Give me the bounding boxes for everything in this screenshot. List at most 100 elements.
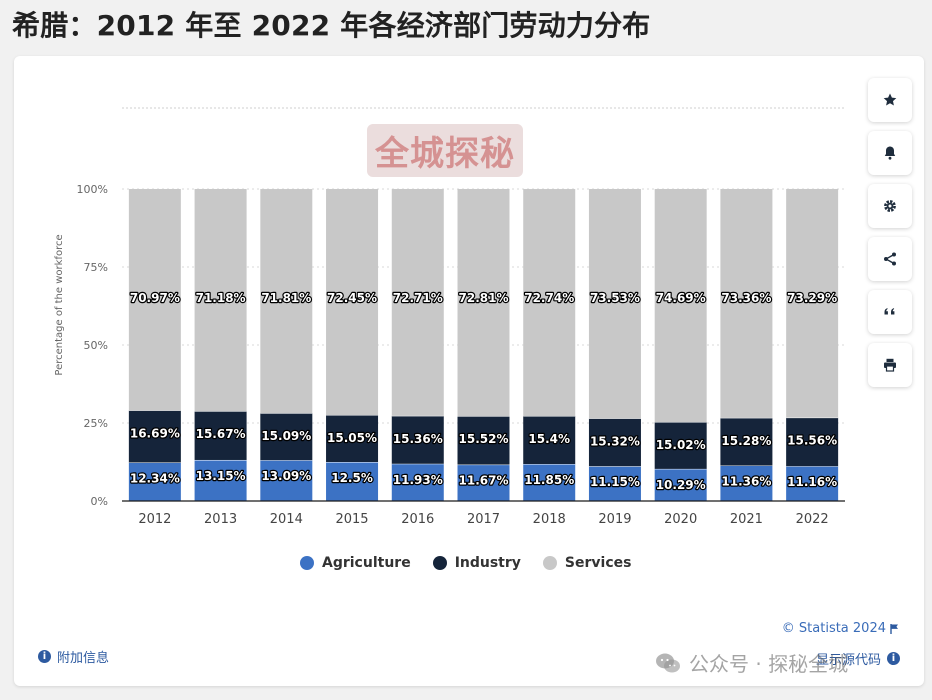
share-icon <box>884 252 896 266</box>
y-tick-label: 75% <box>84 261 108 274</box>
credit-text: © Statista 2024 <box>781 621 886 636</box>
data-label-services: 72.74% <box>524 291 574 305</box>
data-label-services: 72.71% <box>393 291 443 305</box>
watermark: 全城探秘 <box>367 124 523 177</box>
bell-icon <box>884 146 896 160</box>
bar-services <box>391 189 444 416</box>
data-label-agriculture: 12.5% <box>331 471 373 485</box>
cite-button[interactable] <box>868 290 912 334</box>
bar-services <box>720 189 773 418</box>
bar-agriculture <box>260 460 313 501</box>
data-label-industry: 15.02% <box>656 438 706 452</box>
y-tick-label: 100% <box>77 183 108 196</box>
quote-icon <box>884 308 895 315</box>
bar-services <box>326 189 379 416</box>
legend-item-industry[interactable]: Industry <box>432 555 521 571</box>
data-label-industry: 15.36% <box>393 432 443 446</box>
y-tick-label: 25% <box>84 417 108 430</box>
additional-info-label: 附加信息 <box>57 651 110 666</box>
data-label-industry: 15.05% <box>327 431 377 445</box>
data-label-services: 71.18% <box>196 291 246 305</box>
data-label-agriculture: 12.34% <box>130 471 180 485</box>
statista-credit[interactable]: © Statista 2024 <box>782 621 900 636</box>
bar-services <box>588 189 641 419</box>
bar-agriculture <box>194 459 247 501</box>
data-label-services: 71.81% <box>261 291 311 305</box>
bar-industry <box>457 416 510 465</box>
bar-agriculture <box>128 462 181 501</box>
print-button[interactable] <box>868 343 912 387</box>
bar-agriculture <box>654 468 707 501</box>
bar-industry <box>654 422 707 469</box>
legend-label: Agriculture <box>322 555 411 571</box>
chart-legend: Agriculture Industry Services <box>300 555 631 571</box>
x-tick-label: 2017 <box>467 512 500 527</box>
data-label-services: 73.53% <box>590 291 640 305</box>
y-tick-label: 0% <box>91 495 108 508</box>
data-label-services: 73.36% <box>721 291 771 305</box>
x-tick-label: 2019 <box>598 512 631 527</box>
favorite-button[interactable] <box>868 78 912 122</box>
gear-icon <box>884 200 896 212</box>
settings-button[interactable] <box>868 184 912 228</box>
bar-agriculture <box>457 464 510 501</box>
data-label-industry: 15.4% <box>528 432 570 446</box>
legend-label: Services <box>564 555 632 571</box>
wechat-watermark: 公众号 · 探秘全城 <box>655 648 848 677</box>
y-tick-label: 50% <box>84 339 108 352</box>
legend-item-services[interactable]: Services <box>542 555 632 571</box>
bar-agriculture <box>720 465 773 501</box>
bar-industry <box>326 415 379 462</box>
data-label-agriculture: 11.67% <box>459 474 509 488</box>
legend-swatch-services <box>542 556 557 570</box>
x-tick-label: 2021 <box>730 512 763 527</box>
data-label-industry: 15.32% <box>590 434 640 448</box>
wechat-account-text: 公众号 · 探秘全城 <box>689 652 849 676</box>
show-source-link[interactable]: 显示源代码 i <box>816 649 900 668</box>
data-label-agriculture: 11.93% <box>393 473 443 487</box>
data-label-agriculture: 11.36% <box>721 475 771 489</box>
legend-item-agriculture[interactable]: Agriculture <box>300 555 411 571</box>
bar-services <box>194 189 247 412</box>
x-tick-label: 2020 <box>664 512 697 527</box>
bar-agriculture <box>391 463 444 501</box>
data-label-services: 72.81% <box>459 291 509 305</box>
page-title: 希腊：2012 年至 2022 年各经济部门劳动力分布 <box>12 9 651 42</box>
bar-services <box>786 188 839 418</box>
additional-info-link[interactable]: i 附加信息 <box>38 647 109 666</box>
share-button[interactable] <box>868 237 912 281</box>
data-label-agriculture: 11.16% <box>787 475 837 489</box>
bar-industry <box>786 417 839 467</box>
data-label-industry: 15.09% <box>261 429 311 443</box>
notification-button[interactable] <box>868 131 912 175</box>
show-source-label: 显示源代码 <box>815 653 881 668</box>
data-label-industry: 15.67% <box>196 427 246 441</box>
x-tick-label: 2013 <box>204 512 237 527</box>
bar-services <box>260 189 313 414</box>
bar-industry <box>588 418 641 467</box>
bar-industry <box>523 415 576 465</box>
data-label-agriculture: 13.15% <box>196 469 246 483</box>
y-axis-label: Percentage of the workforce <box>54 234 65 375</box>
x-tick-label: 2012 <box>138 512 171 527</box>
legend-label: Industry <box>454 555 521 571</box>
star-icon <box>883 93 897 106</box>
info-icon: i <box>38 650 51 663</box>
bar-services <box>128 189 181 411</box>
bar-industry <box>260 413 313 461</box>
data-label-agriculture: 11.15% <box>590 475 640 489</box>
x-tick-label: 2016 <box>401 512 434 527</box>
bar-agriculture <box>588 466 641 501</box>
x-tick-label: 2022 <box>796 512 829 527</box>
data-label-industry: 15.56% <box>787 434 837 448</box>
data-label-agriculture: 11.85% <box>524 473 574 487</box>
data-label-services: 73.29% <box>787 291 837 305</box>
data-label-industry: 15.52% <box>459 432 509 446</box>
data-label-agriculture: 10.29% <box>656 478 706 492</box>
bar-industry <box>194 411 247 460</box>
data-label-services: 74.69% <box>656 291 706 305</box>
bar-agriculture <box>523 464 576 501</box>
chart-toolbar <box>868 78 912 396</box>
